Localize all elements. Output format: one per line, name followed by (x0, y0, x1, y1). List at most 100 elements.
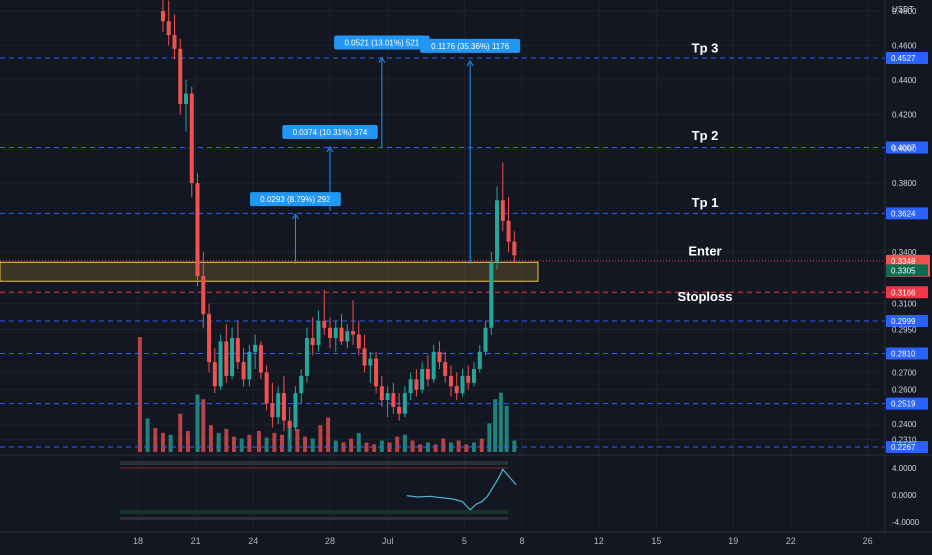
candle-body (460, 375, 465, 394)
time-tick-label: 21 (191, 536, 201, 546)
level-badge (886, 52, 928, 64)
candle-body (431, 351, 436, 380)
time-tick-label: 19 (728, 536, 738, 546)
currency-label: USDT (892, 5, 914, 14)
candle-body (224, 341, 229, 376)
candle-body (253, 344, 258, 352)
volume-bar (247, 434, 252, 452)
candle-body (328, 327, 332, 339)
level-badge (886, 207, 928, 220)
entry-zone-box[interactable] (0, 261, 539, 282)
candle-body (258, 344, 263, 373)
price-tick-label: 0.4200 (892, 110, 917, 119)
annotations[interactable]: Tp 3 Tp 2 Tp 1 Enter Stoploss (678, 40, 733, 304)
price-tick-label: 0.2600 (892, 386, 917, 395)
candle-body (304, 338, 309, 376)
volume-bar (479, 438, 484, 452)
time-axis[interactable]: 18 21 24 28 Jul 5 8 12 15 19 22 26 (133, 536, 873, 546)
price-axis[interactable]: 0.4800 0.4600 0.4400 0.4200 0.4000 0.3800 0.34… (892, 7, 917, 445)
volume-bar (168, 434, 173, 452)
volume-bar (456, 440, 461, 452)
level-badge-label: 0.4007 (891, 144, 916, 153)
price-tick-label: 0.3800 (892, 179, 917, 188)
candle-body (466, 375, 471, 383)
candle-body (437, 351, 442, 363)
oscillator-tick-label: 4.0000 (892, 464, 917, 473)
annotation-label[interactable]: Tp 1 (692, 195, 719, 210)
candle-body (310, 338, 315, 345)
level-badge (886, 397, 928, 410)
volume-bar (410, 440, 415, 452)
last-close-label: 0.3305 (891, 266, 916, 275)
price-tick-label: 0.4600 (892, 41, 917, 50)
grid (0, 0, 932, 532)
measure-label: 0.0374 (10.31%) 374 (293, 128, 368, 137)
measurement-tools[interactable]: 0.0293 (8.79%) 293 0.0374 (10.31%) 374 0.0… (250, 35, 521, 265)
volume-bar (372, 444, 377, 452)
measure-label: 0.0521 (13.01%) 521 (344, 38, 419, 47)
candle-body (212, 362, 217, 387)
time-tick-label: Jul (382, 536, 394, 546)
volume-bar (402, 434, 407, 452)
candle-body (443, 362, 448, 376)
candle-body (189, 93, 194, 184)
price-tick-label: 0.4000 (892, 145, 917, 154)
price-tick-label: 0.4800 (892, 7, 917, 16)
volume-bar (487, 423, 492, 452)
candles (160, 0, 517, 438)
candle-body (241, 362, 246, 380)
volume-bar (224, 429, 229, 452)
volume-bar (160, 432, 165, 452)
level-badge (886, 286, 928, 299)
candle-body (448, 375, 453, 387)
measure-label-box (282, 124, 378, 139)
candle-body (374, 358, 379, 387)
volume-bar (185, 430, 190, 452)
time-tick-label: 28 (325, 536, 335, 546)
candle-body (299, 375, 304, 394)
candle-body (276, 393, 281, 418)
volume-bar (504, 406, 509, 452)
candle-body (420, 369, 425, 390)
annotation-label[interactable]: Enter (688, 243, 721, 258)
candle-body (333, 327, 338, 339)
horizontal-levels[interactable]: 0.4527 0.4007 0.3624 0.3166 0.2999 0.2810 0.25… (0, 52, 928, 453)
candle-body (316, 320, 321, 345)
level-badge (886, 441, 928, 453)
volume-bar (498, 392, 503, 452)
candle-body (483, 327, 488, 352)
level-badge-label: 0.3624 (891, 209, 916, 218)
time-tick-label: 18 (133, 536, 143, 546)
candle-body (402, 393, 407, 414)
volume-bar (195, 394, 200, 452)
volume-bar (318, 425, 323, 452)
candle-body (351, 331, 356, 335)
candle-body (368, 358, 373, 366)
candle-body (166, 21, 171, 36)
time-tick-label: 12 (594, 536, 604, 546)
annotation-label[interactable]: Stoploss (678, 289, 733, 304)
entry-zone[interactable]: 0.334802:22:320.3305 (0, 254, 930, 282)
candle-body (495, 200, 500, 263)
measure-arrowhead (466, 59, 474, 67)
candle-body (391, 393, 396, 407)
volume-bar (137, 337, 142, 452)
candle-body (489, 262, 494, 328)
candle-body (500, 200, 505, 222)
annotation-label[interactable]: Tp 3 (692, 40, 719, 55)
volume-bar (264, 437, 269, 452)
time-tick-label: 24 (248, 536, 258, 546)
level-badge-label: 0.4527 (891, 54, 916, 63)
measure-label-box (250, 192, 341, 207)
volume-bar (239, 438, 244, 452)
volume-bar (356, 432, 361, 452)
candle-body (247, 351, 252, 380)
oscillator-tick-label: -4.0000 (892, 518, 920, 527)
price-tick-label: 0.2700 (892, 368, 917, 377)
candle-body (385, 393, 390, 401)
oscillator-upper-band (120, 461, 508, 465)
level-badge-label: 0.2810 (891, 350, 916, 359)
annotation-label[interactable]: Tp 2 (692, 128, 719, 143)
